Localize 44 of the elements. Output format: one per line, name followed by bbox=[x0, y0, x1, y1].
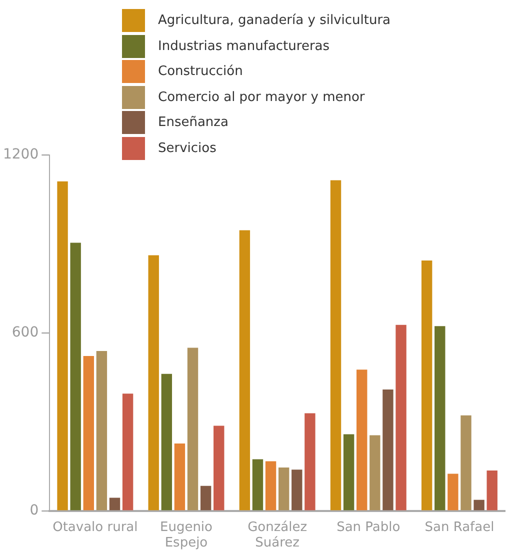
x-tick-label: González Suárez bbox=[248, 520, 308, 551]
bar bbox=[396, 324, 406, 510]
bar bbox=[486, 470, 498, 510]
bar bbox=[96, 350, 108, 510]
bar bbox=[474, 500, 484, 510]
legend-label: Enseñanza bbox=[158, 115, 228, 130]
legend-label: Industrias manufactureras bbox=[158, 38, 330, 54]
bar bbox=[434, 326, 446, 510]
bar bbox=[122, 394, 134, 510]
bar bbox=[174, 443, 186, 510]
x-tick-label: Otavalo rural bbox=[52, 520, 138, 535]
bar bbox=[278, 468, 290, 510]
bar bbox=[200, 486, 212, 510]
bar bbox=[265, 461, 276, 510]
bar bbox=[109, 498, 120, 510]
bar bbox=[214, 426, 224, 510]
bar bbox=[83, 356, 94, 510]
legend-label: Comercio al por mayor y menor bbox=[158, 90, 365, 105]
bar bbox=[370, 435, 380, 510]
y-tick-label: 1200 bbox=[2, 146, 39, 163]
bar bbox=[239, 230, 250, 510]
bar bbox=[292, 470, 302, 510]
bar bbox=[330, 180, 342, 510]
bar bbox=[343, 434, 354, 510]
bar bbox=[252, 459, 264, 510]
legend-label: Servicios bbox=[158, 140, 216, 156]
x-tick-label: San Rafael bbox=[424, 520, 494, 535]
legend-label: Agricultura, ganadería y silvicultura bbox=[158, 13, 391, 28]
bar bbox=[356, 370, 368, 510]
bar bbox=[421, 260, 432, 510]
bar bbox=[148, 255, 159, 510]
bar bbox=[57, 181, 68, 510]
bar bbox=[460, 415, 472, 510]
bar bbox=[70, 242, 81, 510]
y-tick-label: 600 bbox=[12, 324, 39, 341]
x-tick-label: Eugenio Espejo bbox=[160, 520, 213, 551]
x-tick-label: San Pablo bbox=[336, 520, 400, 535]
bar bbox=[304, 413, 316, 510]
bar bbox=[187, 348, 198, 510]
y-tick-label: 0 bbox=[30, 502, 39, 518]
bar bbox=[448, 474, 458, 510]
bar bbox=[161, 374, 172, 510]
bar bbox=[382, 390, 394, 510]
legend-label: Construcción bbox=[158, 64, 243, 80]
